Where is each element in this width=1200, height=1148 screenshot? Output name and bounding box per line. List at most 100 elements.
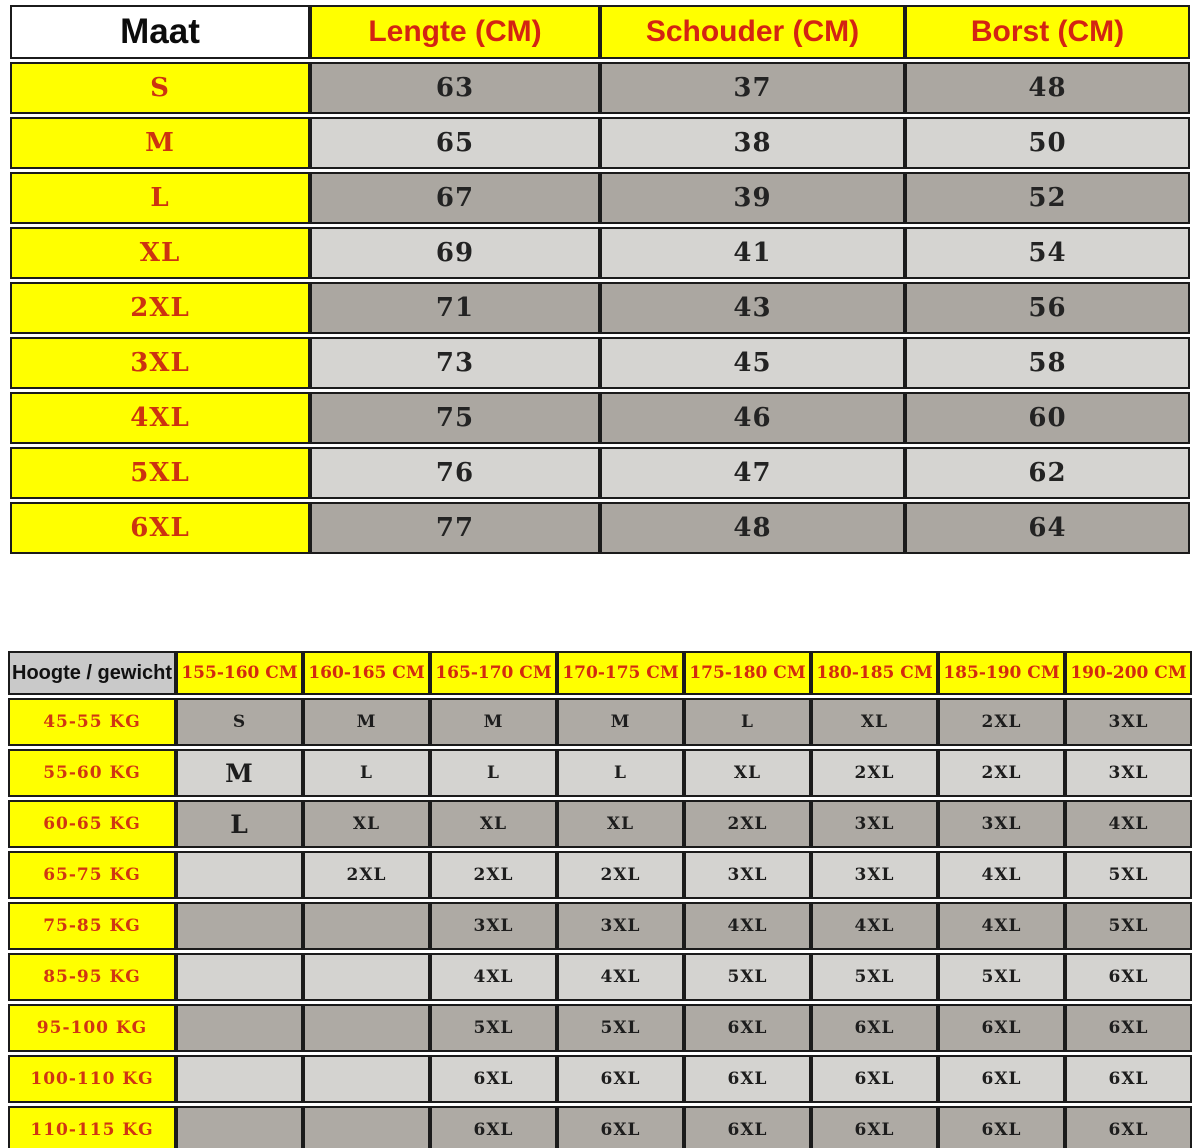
value-cell: XL [811,698,938,746]
fit-table-body: 45-55 KG S M M M L XL 2XL 3XL 55-60 KG M L L L XL 2XL 2X… [8,698,1192,1148]
value-cell: 43 [600,282,905,334]
column-header-185-190: 185-190 CM [938,651,1065,695]
value-cell: 6XL [938,1055,1065,1103]
table-row: 75-85 KG 3XL 3XL 4XL 4XL 4XL 5XL [8,902,1192,950]
table-row: 60-65 KG L XL XL XL 2XL 3XL 3XL 4XL [8,800,1192,848]
value-cell: 4XL [557,953,684,1001]
value-cell: 4XL [430,953,557,1001]
value-cell: L [430,749,557,797]
column-header-schouder: Schouder (CM) [600,5,905,59]
value-cell: 4XL [938,902,1065,950]
table-row: S 63 37 48 [10,62,1190,114]
value-cell: M [176,749,303,797]
value-cell: 2XL [303,851,430,899]
value-cell: 41 [600,227,905,279]
table-row: L 67 39 52 [10,172,1190,224]
row-label-cell: 65-75 KG [8,851,176,899]
value-cell: 3XL [684,851,811,899]
value-cell: 56 [905,282,1190,334]
value-cell: 3XL [430,902,557,950]
value-cell: 6XL [1065,953,1192,1001]
column-header-borst: Borst (CM) [905,5,1190,59]
value-cell: 4XL [1065,800,1192,848]
column-header-maat: Maat [10,5,310,59]
column-header-190-200: 190-200 CM [1065,651,1192,695]
value-cell: 5XL [430,1004,557,1052]
column-header-155-160: 155-160 CM [176,651,303,695]
value-cell: S [176,698,303,746]
value-cell: 6XL [811,1106,938,1148]
value-cell: 76 [310,447,600,499]
table-row: M 65 38 50 [10,117,1190,169]
value-cell [176,851,303,899]
value-cell: 64 [905,502,1190,554]
table-row: 85-95 KG 4XL 4XL 5XL 5XL 5XL 6XL [8,953,1192,1001]
value-cell: 6XL [1065,1004,1192,1052]
value-cell: 6XL [811,1004,938,1052]
value-cell: 58 [905,337,1190,389]
value-cell: XL [303,800,430,848]
value-cell: 5XL [938,953,1065,1001]
row-label-cell: 3XL [10,337,310,389]
table-row: 2XL 71 43 56 [10,282,1190,334]
value-cell: 75 [310,392,600,444]
size-table-header-row: Maat Lengte (CM) Schouder (CM) Borst (CM… [10,5,1190,59]
value-cell [176,953,303,1001]
value-cell: 54 [905,227,1190,279]
corner-header-hoogte-gewicht: Hoogte / gewicht [8,651,176,695]
table-row: 6XL 77 48 64 [10,502,1190,554]
table-row: XL 69 41 54 [10,227,1190,279]
value-cell: 60 [905,392,1190,444]
table-row: 100-110 KG 6XL 6XL 6XL 6XL 6XL 6XL [8,1055,1192,1103]
value-cell: 6XL [938,1004,1065,1052]
height-weight-size-table: Hoogte / gewicht 155-160 CM 160-165 CM 1… [8,648,1192,1148]
row-label-cell: 100-110 KG [8,1055,176,1103]
value-cell [303,1055,430,1103]
value-cell: L [684,698,811,746]
value-cell: 62 [905,447,1190,499]
value-cell: 45 [600,337,905,389]
value-cell: 63 [310,62,600,114]
value-cell: 2XL [557,851,684,899]
value-cell: M [557,698,684,746]
value-cell: 4XL [684,902,811,950]
value-cell: 47 [600,447,905,499]
value-cell: 6XL [811,1055,938,1103]
column-header-170-175: 170-175 CM [557,651,684,695]
value-cell: 52 [905,172,1190,224]
value-cell: 6XL [430,1106,557,1148]
value-cell: 2XL [938,749,1065,797]
value-cell: M [303,698,430,746]
row-label-cell: 4XL [10,392,310,444]
column-header-lengte: Lengte (CM) [310,5,600,59]
fit-table-header-row: Hoogte / gewicht 155-160 CM 160-165 CM 1… [8,651,1192,695]
value-cell [176,902,303,950]
value-cell [176,1004,303,1052]
value-cell: 2XL [938,698,1065,746]
value-cell: 6XL [430,1055,557,1103]
row-label-cell: 5XL [10,447,310,499]
row-label-cell: 2XL [10,282,310,334]
value-cell: 3XL [1065,749,1192,797]
column-header-160-165: 160-165 CM [303,651,430,695]
row-label-cell: 95-100 KG [8,1004,176,1052]
value-cell [303,1004,430,1052]
row-label-cell: S [10,62,310,114]
table-row: 5XL 76 47 62 [10,447,1190,499]
row-label-cell: L [10,172,310,224]
value-cell: 67 [310,172,600,224]
value-cell: 48 [905,62,1190,114]
value-cell: 3XL [811,800,938,848]
value-cell: 71 [310,282,600,334]
row-label-cell: 110-115 KG [8,1106,176,1148]
row-label-cell: 6XL [10,502,310,554]
row-label-cell: XL [10,227,310,279]
value-cell: 2XL [430,851,557,899]
value-cell: 4XL [938,851,1065,899]
value-cell: 65 [310,117,600,169]
value-cell: XL [430,800,557,848]
value-cell: 6XL [684,1004,811,1052]
table-row: 55-60 KG M L L L XL 2XL 2XL 3XL [8,749,1192,797]
row-label-cell: 55-60 KG [8,749,176,797]
